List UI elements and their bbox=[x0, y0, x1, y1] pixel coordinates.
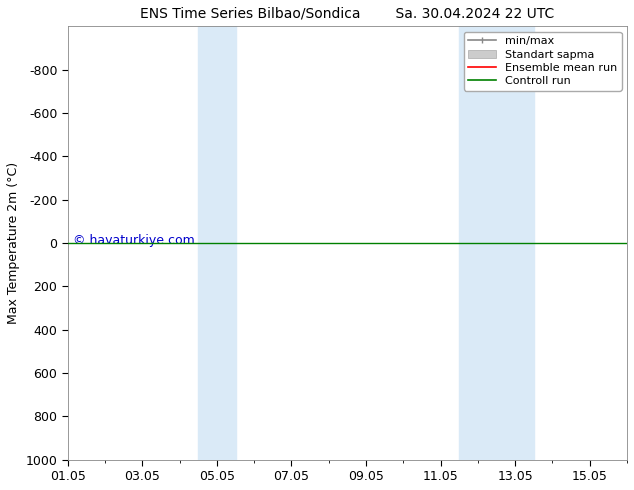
Legend: min/max, Standart sapma, Ensemble mean run, Controll run: min/max, Standart sapma, Ensemble mean r… bbox=[463, 32, 621, 91]
Title: ENS Time Series Bilbao/Sondica        Sa. 30.04.2024 22 UTC: ENS Time Series Bilbao/Sondica Sa. 30.04… bbox=[140, 7, 555, 21]
Bar bbox=[198, 26, 236, 460]
Bar bbox=[459, 26, 534, 460]
Text: © havaturkiye.com: © havaturkiye.com bbox=[74, 234, 195, 247]
Y-axis label: Max Temperature 2m (°C): Max Temperature 2m (°C) bbox=[7, 162, 20, 324]
